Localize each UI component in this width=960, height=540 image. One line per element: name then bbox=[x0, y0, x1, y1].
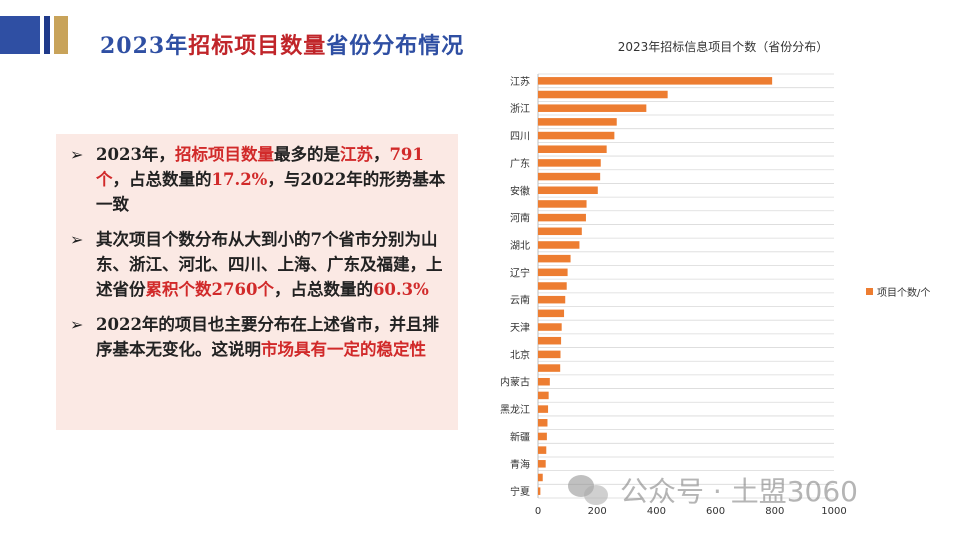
category-label: 江苏 bbox=[510, 75, 530, 88]
wechat-icon bbox=[568, 473, 610, 507]
x-tick-label: 400 bbox=[647, 506, 666, 517]
body-text: ，与2022年的形势基本一致 bbox=[96, 170, 446, 214]
bar bbox=[538, 131, 615, 140]
chart-legend: 项目个数/个 bbox=[866, 284, 930, 299]
title-year: 2023年 bbox=[100, 33, 189, 59]
category-label: 黑龙江 bbox=[500, 403, 530, 416]
bar bbox=[538, 227, 582, 236]
category-label: 河南 bbox=[510, 212, 530, 225]
category-label: 内蒙古 bbox=[500, 376, 530, 389]
x-tick-label: 600 bbox=[706, 506, 725, 517]
bar bbox=[538, 186, 598, 195]
bullet-arrow-icon: ➢ bbox=[70, 315, 84, 334]
bar bbox=[538, 159, 601, 167]
bar bbox=[538, 460, 546, 468]
legend-swatch bbox=[866, 288, 873, 295]
x-tick-label: 0 bbox=[535, 506, 541, 517]
deco-stripe-blue bbox=[44, 16, 50, 54]
body-text: ，占总数量的 bbox=[112, 170, 212, 189]
bar bbox=[538, 145, 607, 153]
body-text: ，占总数量的 bbox=[273, 280, 373, 299]
bar bbox=[538, 200, 587, 208]
bar bbox=[538, 487, 541, 495]
bar bbox=[538, 118, 617, 126]
highlight-text: 17.2% bbox=[211, 170, 268, 189]
highlight-text: 市场具有一定的稳定性 bbox=[261, 340, 426, 359]
bar bbox=[538, 432, 547, 441]
bullet-arrow-icon: ➢ bbox=[70, 145, 84, 164]
bar bbox=[538, 90, 668, 99]
deco-block-blue bbox=[0, 16, 40, 54]
bar bbox=[538, 104, 647, 112]
bar bbox=[538, 323, 562, 331]
bar bbox=[538, 419, 548, 427]
summary-text-box: ➢ 2023年，招标项目数量最多的是江苏，791个，占总数量的17.2%，与202… bbox=[56, 134, 458, 430]
bar bbox=[538, 77, 773, 85]
bar bbox=[538, 446, 547, 454]
bar bbox=[538, 336, 562, 345]
slide-title: 2023年招标项目数量省份分布情况 bbox=[100, 28, 464, 60]
watermark: 公众号 · 土盟3060 bbox=[568, 470, 858, 510]
chart-title: 2023年招标信息项目个数（省份分布） bbox=[617, 40, 829, 54]
title-highlight: 招标项目数量 bbox=[188, 33, 327, 59]
bar bbox=[538, 377, 550, 386]
bar bbox=[538, 172, 601, 181]
bar bbox=[538, 309, 565, 318]
x-tick-label: 200 bbox=[588, 506, 607, 517]
category-label: 湖北 bbox=[510, 240, 530, 252]
category-label: 辽宁 bbox=[510, 266, 530, 279]
corner-decoration bbox=[0, 16, 70, 54]
category-label: 云南 bbox=[510, 294, 530, 307]
legend-label: 项目个数/个 bbox=[877, 288, 931, 299]
bar bbox=[538, 254, 571, 263]
bar bbox=[538, 241, 580, 249]
bar bbox=[538, 268, 568, 277]
category-label: 宁夏 bbox=[510, 485, 530, 498]
highlight-text: 招标项目数量 bbox=[174, 145, 274, 164]
body-text: 2022年的项目也主要分布在上述省市，并且排序基本无变化。这说明 bbox=[96, 315, 439, 359]
category-label: 天津 bbox=[510, 322, 530, 334]
bar bbox=[538, 391, 549, 400]
body-text: ， bbox=[372, 145, 390, 164]
watermark-text: 公众号 · 土盟3060 bbox=[620, 475, 858, 508]
bar bbox=[538, 364, 561, 372]
bullet-item: ➢ 2023年，招标项目数量最多的是江苏，791个，占总数量的17.2%，与202… bbox=[66, 142, 448, 217]
bar bbox=[538, 350, 561, 359]
category-label: 广东 bbox=[510, 157, 530, 170]
category-label: 四川 bbox=[510, 132, 530, 143]
body-text: 其次项目个数分布从大到小的7个省市分别为山东、浙江、河北、四川、上海、广东及福建… bbox=[96, 230, 443, 299]
body-text: 2023年， bbox=[96, 145, 175, 164]
category-label: 新疆 bbox=[510, 430, 530, 443]
category-label: 安徽 bbox=[510, 184, 530, 197]
bar bbox=[538, 282, 567, 290]
highlight-text: 60.3% bbox=[372, 280, 429, 299]
deco-stripe-gold bbox=[54, 16, 68, 54]
body-text: 最多的是 bbox=[273, 145, 340, 164]
highlight-text: 累积个数2760个 bbox=[145, 280, 274, 299]
bullet-item: ➢ 其次项目个数分布从大到小的7个省市分别为山东、浙江、河北、四川、上海、广东及福… bbox=[66, 227, 448, 302]
title-rest: 省份分布情况 bbox=[326, 33, 465, 59]
x-tick-label: 800 bbox=[765, 506, 784, 517]
bullet-item: ➢ 2022年的项目也主要分布在上述省市，并且排序基本无变化。这说明市场具有一定的… bbox=[66, 312, 448, 362]
x-tick-label: 1000 bbox=[821, 506, 846, 517]
bar bbox=[538, 473, 543, 482]
chart-panel: 2023年招标信息项目个数（省份分布） 江苏浙江四川广东安徽河南湖北辽宁云南天津… bbox=[486, 30, 960, 540]
highlight-text: 江苏 bbox=[339, 145, 373, 164]
category-label: 北京 bbox=[510, 348, 530, 361]
highlight-text: 791个 bbox=[96, 145, 424, 189]
bar bbox=[538, 405, 549, 413]
category-label: 青海 bbox=[510, 458, 530, 471]
category-label: 浙江 bbox=[510, 103, 530, 115]
bar bbox=[538, 213, 586, 222]
bar bbox=[538, 295, 566, 304]
bullet-arrow-icon: ➢ bbox=[70, 230, 84, 249]
